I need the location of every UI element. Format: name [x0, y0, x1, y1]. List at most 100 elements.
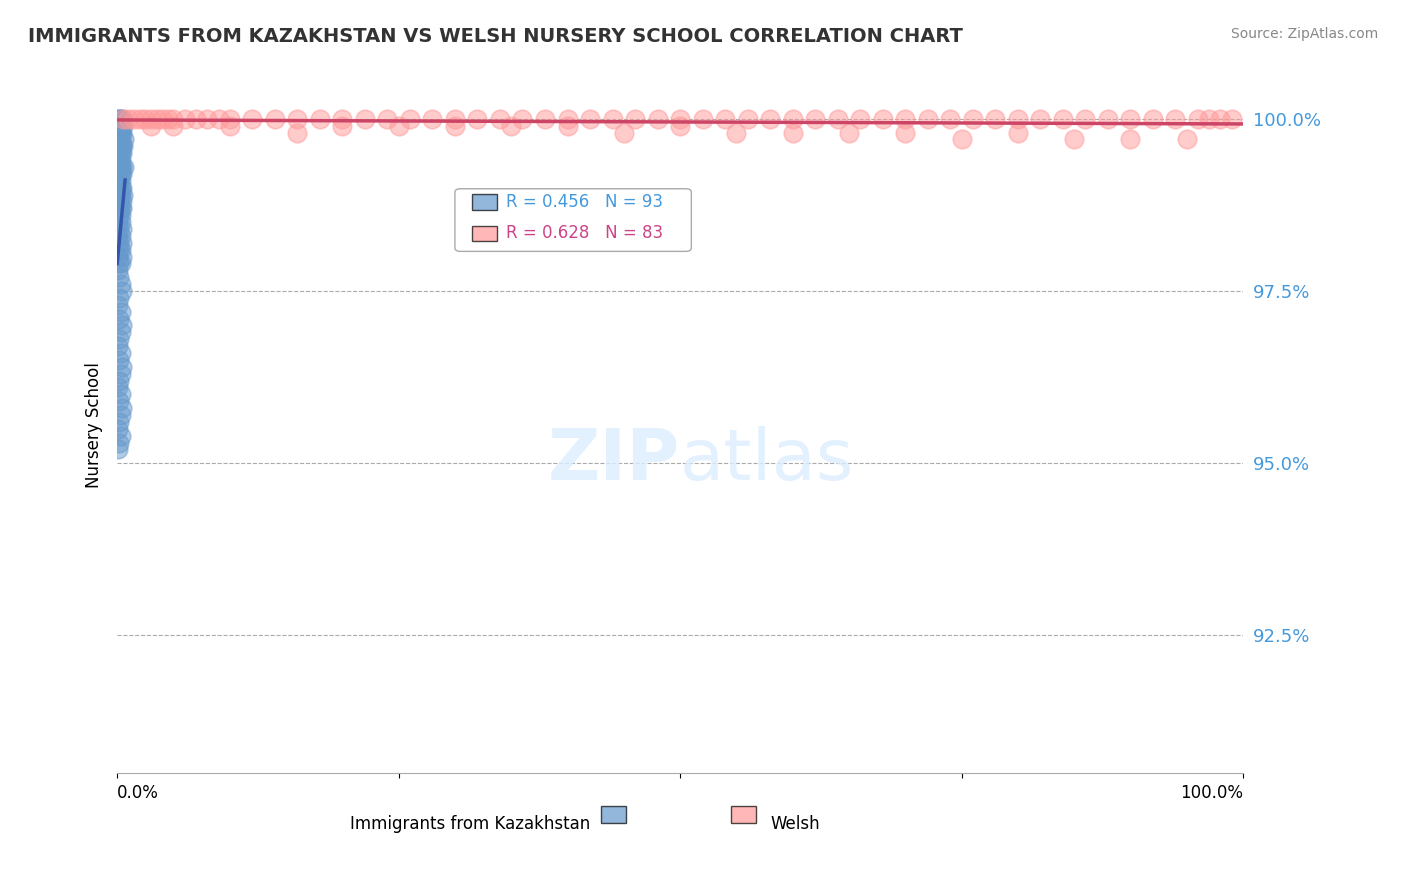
Point: [1097, 112, 1119, 126]
Point: [950, 132, 973, 146]
Point: [804, 112, 827, 126]
Point: [110, 202, 132, 216]
Text: R = 0.456   N = 93: R = 0.456 N = 93: [506, 193, 662, 211]
Point: [107, 228, 129, 243]
Point: [444, 112, 467, 126]
Point: [849, 112, 872, 126]
Point: [111, 187, 134, 202]
Point: [110, 256, 132, 270]
Point: [195, 112, 218, 126]
Point: [108, 243, 131, 257]
Point: [184, 112, 207, 126]
Point: [110, 139, 132, 153]
Point: [894, 126, 917, 140]
Point: [110, 326, 132, 340]
Point: [111, 202, 134, 216]
Point: [111, 112, 134, 126]
Point: [557, 119, 579, 133]
Point: [838, 126, 860, 140]
Point: [984, 112, 1007, 126]
Point: [108, 235, 131, 250]
Point: [110, 387, 132, 401]
Point: [759, 112, 782, 126]
Point: [1074, 112, 1097, 126]
Point: [1220, 112, 1243, 126]
Point: [108, 270, 131, 285]
Point: [107, 180, 129, 194]
Point: [107, 194, 129, 209]
Point: [737, 112, 759, 126]
Point: [108, 352, 131, 367]
Point: [108, 153, 131, 167]
Point: [107, 380, 129, 394]
Point: [111, 146, 134, 161]
Point: [669, 112, 692, 126]
Point: [624, 112, 647, 126]
Point: [872, 112, 894, 126]
Point: [111, 167, 134, 181]
Point: [108, 332, 131, 346]
Point: [917, 112, 939, 126]
Point: [107, 442, 129, 457]
Point: [108, 291, 131, 305]
FancyBboxPatch shape: [602, 805, 626, 823]
Y-axis label: Nursery School: Nursery School: [86, 362, 103, 488]
Point: [388, 119, 411, 133]
Point: [107, 263, 129, 277]
Point: [110, 153, 132, 167]
Point: [501, 119, 523, 133]
Point: [512, 112, 534, 126]
Point: [669, 119, 692, 133]
Point: [162, 112, 184, 126]
Point: [602, 112, 624, 126]
Point: [108, 194, 131, 209]
FancyBboxPatch shape: [472, 226, 496, 241]
Point: [110, 367, 132, 381]
Point: [112, 160, 135, 174]
Point: [110, 428, 132, 442]
Point: [107, 339, 129, 353]
Point: [1198, 112, 1220, 126]
Point: [827, 112, 849, 126]
Point: [218, 119, 240, 133]
Text: IMMIGRANTS FROM KAZAKHSTAN VS WELSH NURSERY SCHOOL CORRELATION CHART: IMMIGRANTS FROM KAZAKHSTAN VS WELSH NURS…: [28, 27, 963, 45]
Point: [1209, 112, 1232, 126]
Point: [112, 132, 135, 146]
Point: [467, 112, 489, 126]
Point: [108, 394, 131, 409]
Text: Welsh: Welsh: [770, 815, 820, 833]
Point: [1119, 112, 1142, 126]
Point: [308, 112, 330, 126]
Point: [110, 215, 132, 229]
Point: [111, 119, 134, 133]
Point: [107, 146, 129, 161]
Point: [1119, 132, 1142, 146]
Point: [110, 112, 132, 126]
Point: [1063, 132, 1085, 146]
Point: [111, 112, 134, 126]
Text: atlas: atlas: [681, 425, 855, 494]
Point: [111, 318, 134, 333]
Point: [444, 119, 467, 133]
Point: [330, 119, 353, 133]
Point: [110, 277, 132, 291]
Point: [110, 243, 132, 257]
Point: [110, 146, 132, 161]
Point: [111, 250, 134, 264]
Point: [107, 250, 129, 264]
Point: [1052, 112, 1074, 126]
Point: [117, 112, 139, 126]
Point: [110, 132, 132, 146]
Point: [110, 304, 132, 318]
Point: [111, 359, 134, 374]
Point: [613, 126, 636, 140]
Point: [110, 174, 132, 188]
Point: [108, 187, 131, 202]
Point: [122, 112, 145, 126]
Point: [108, 222, 131, 236]
Point: [110, 167, 132, 181]
Point: [894, 112, 917, 126]
Point: [110, 346, 132, 360]
FancyBboxPatch shape: [731, 805, 755, 823]
Point: [156, 112, 179, 126]
